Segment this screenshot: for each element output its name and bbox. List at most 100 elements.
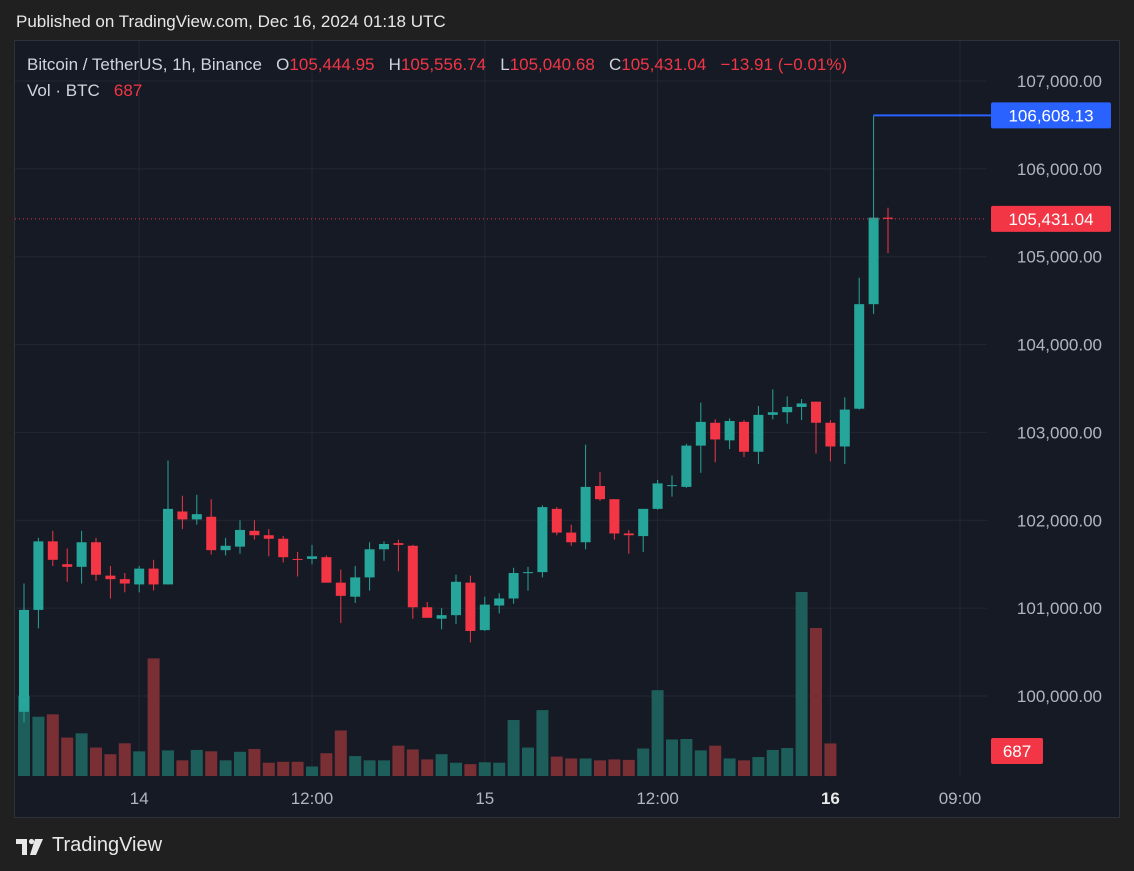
volume-bar [75,733,88,776]
chart-panel[interactable] [14,40,1120,818]
candle-body [364,549,375,578]
symbol-title[interactable]: Bitcoin / TetherUS, 1h, Binance [27,55,262,74]
volume-bar [493,762,506,776]
candle-body [796,403,807,407]
volume-bar [277,761,290,776]
candle-body [580,486,591,543]
volume-bar [234,751,246,776]
volume-bar [104,754,117,776]
candle-body [681,445,692,487]
volume-bar [550,756,563,776]
volume-bar [306,766,318,776]
volume-bar [507,720,520,776]
low-value: 105,040.68 [509,55,595,74]
volume-value: 687 [113,81,143,100]
volume-bar [46,714,59,776]
candle-body [494,598,505,606]
price-tick-label: 107,000.00 [1017,72,1102,91]
candle-body [551,508,562,533]
volume-bar [190,749,203,776]
candle-body [638,508,649,537]
candle-body [465,582,476,631]
time-tick-label: 12:00 [291,789,334,808]
candle-body [623,533,634,536]
tradingview-brand[interactable]: TradingView [16,834,162,857]
price-tick-label: 105,000.00 [1017,248,1102,267]
candle-body [537,507,548,573]
high-label: H [388,55,401,74]
volume-bar [752,757,765,776]
volume-bar [133,751,146,776]
candle-body [753,414,764,452]
volume-bar [363,760,376,776]
open-value: 105,444.95 [289,55,375,74]
volume-bar [464,764,477,776]
candle-body [868,217,879,305]
volume-bar [522,747,534,776]
price-tick-label: 100,000.00 [1017,687,1102,706]
candle-body [307,556,317,559]
candle-body [119,579,130,584]
candle-body [667,485,677,487]
candle-body [91,542,101,575]
volume-bar [622,759,635,776]
candle-body [263,535,274,539]
volume-bar [666,739,678,776]
candle-body [47,541,58,560]
candle-body [350,577,361,597]
volume-bar [32,716,45,776]
volume-bar [176,760,189,776]
last-volume-tag-label: 687 [1003,742,1031,761]
candle-body [62,564,73,567]
volume-bar [565,758,578,776]
candle-body [566,532,577,543]
volume-bar [680,739,693,776]
volume-bar [579,758,592,776]
candle-body [652,483,663,509]
volume-bar [709,745,722,776]
price-axis[interactable]: 100,000.00 101,000.00 102,000.00 103,000.00… [991,72,1111,764]
time-tick-label: 12:00 [636,789,679,808]
candle-body [422,607,433,618]
candle-body [724,421,735,441]
volume-bar [421,759,434,776]
candle-body [206,516,217,551]
high-price-tag-label: 106,608.13 [1008,106,1093,125]
candle-body [407,545,418,608]
volume-bar [450,762,462,776]
candle-body [782,406,793,413]
candle-body [451,581,461,616]
candle-body [292,558,303,560]
time-axis[interactable]: 14 12:00 15 12:00 16 09:00 [130,789,982,808]
volume-bar [795,592,808,776]
last-volume-tag [991,738,1043,764]
candle-body [479,604,490,631]
candle-body [134,568,145,585]
candle-body [436,615,447,619]
volume-bar [219,760,232,776]
high-value: 105,556.74 [400,55,487,74]
price-tick-label: 102,000.00 [1017,511,1102,530]
candle-body [393,543,404,545]
time-tick-label: 15 [475,789,494,808]
time-tick-label: 14 [130,789,149,808]
volume-bar [205,751,218,776]
low-label: L [500,55,510,74]
candle-body [379,544,389,550]
last-price-tag-label: 105,431.04 [1008,210,1093,229]
volume-bar [334,730,347,776]
candle-body [609,499,620,534]
candle-body [191,514,202,520]
price-overlays [15,114,992,220]
volume-bar [248,748,261,776]
candle-body [177,511,188,520]
close-label: C [608,55,622,74]
candle-body [321,557,332,583]
candle-body [854,304,865,409]
brand-name: TradingView [52,834,163,856]
time-tick-label: 09:00 [939,789,982,808]
volume-bar [766,749,779,776]
candle-body [220,545,231,551]
candle-body [249,530,260,536]
